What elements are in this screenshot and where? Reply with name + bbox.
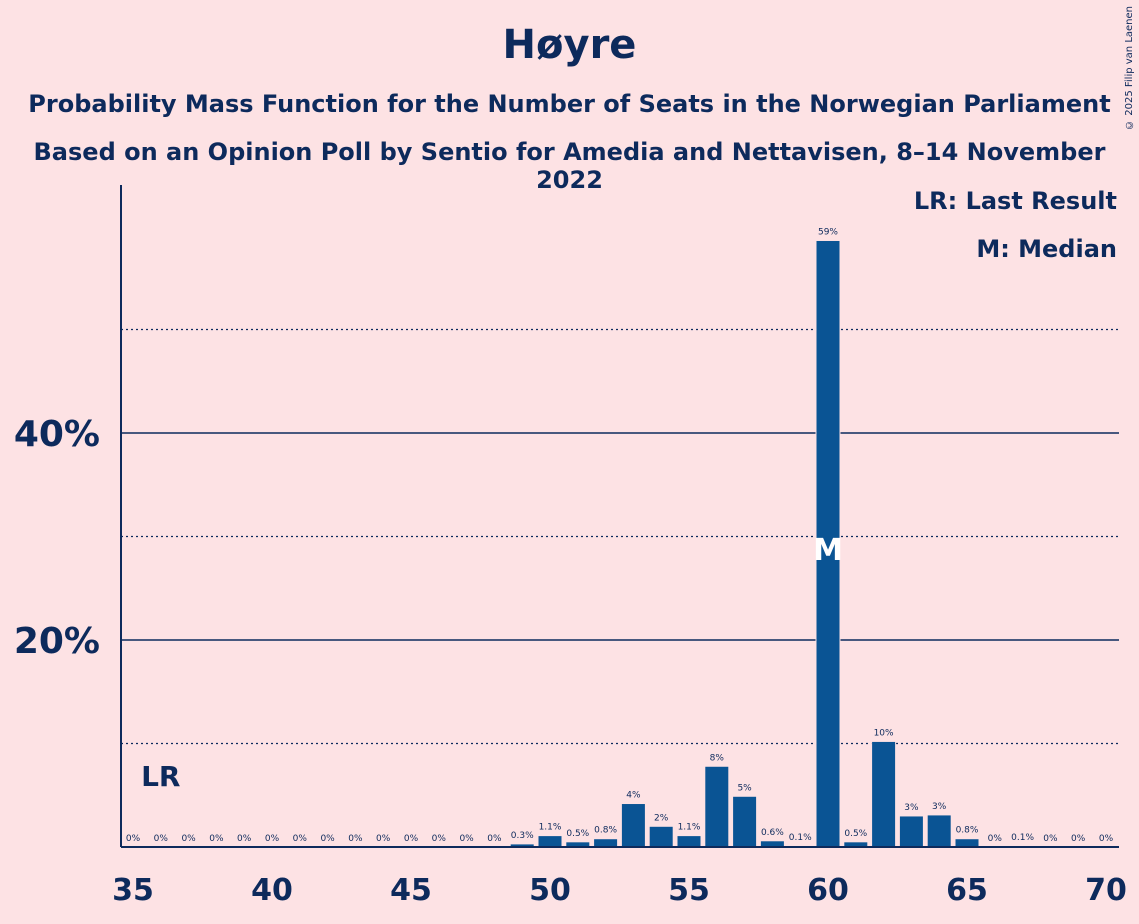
bar-value-label: 59% — [818, 227, 838, 237]
bar-value-label: 0% — [988, 834, 1003, 844]
bar-seat-64 — [926, 814, 952, 848]
bar-value-label: 3% — [932, 802, 947, 812]
bar-seat-55 — [676, 835, 702, 848]
bar-value-label: 0.3% — [511, 831, 534, 841]
x-tick-label: 45 — [390, 873, 432, 908]
bar-value-label: 0% — [1099, 834, 1114, 844]
legend-median: M: Median — [976, 235, 1117, 263]
chart-subtitle-2: Based on an Opinion Poll by Sentio for A… — [33, 138, 1106, 194]
chart-title: Høyre — [502, 22, 637, 68]
bar-seat-53 — [620, 803, 646, 848]
bar-value-label: 0.1% — [789, 833, 812, 843]
bar-value-label: 5% — [737, 783, 752, 793]
x-tick-label: 40 — [251, 873, 293, 908]
bar-value-label: 0% — [209, 834, 224, 844]
x-tick-label: 35 — [112, 873, 154, 908]
chart-subtitle-1: Probability Mass Function for the Number… — [28, 90, 1111, 118]
bar-value-label: 0.5% — [844, 829, 867, 839]
bar-value-label: 0.6% — [761, 828, 784, 838]
bar-seat-50 — [537, 835, 563, 848]
bar-value-label: 0% — [1071, 834, 1086, 844]
legend-last-result: LR: Last Result — [914, 187, 1117, 215]
x-tick-label: 55 — [668, 873, 710, 908]
bar-value-label: 0.1% — [1011, 833, 1034, 843]
bar-value-label: 3% — [904, 803, 919, 813]
bar-value-label: 0% — [376, 834, 391, 844]
bar-value-label: 1.1% — [678, 823, 701, 833]
bar-value-label: 4% — [626, 791, 641, 801]
y-tick-label: 20% — [14, 621, 100, 662]
bar-value-label: 8% — [710, 753, 725, 763]
bar-value-label: 0.8% — [956, 826, 979, 836]
bar-value-label: 0% — [154, 834, 169, 844]
bar-value-label: 0% — [487, 834, 502, 844]
bar-value-label: 0% — [1043, 834, 1058, 844]
bar-value-label: 0.5% — [566, 829, 589, 839]
bar-value-label: 0.8% — [594, 826, 617, 836]
last-result-marker: LR — [141, 760, 180, 793]
bar-value-label: 0% — [459, 834, 474, 844]
bar-value-label: 0% — [404, 834, 419, 844]
bar-value-label: 1.1% — [539, 823, 562, 833]
x-tick-label: 70 — [1085, 873, 1127, 908]
bar-seat-57 — [732, 795, 758, 848]
bar-seat-63 — [898, 815, 924, 848]
bar-value-label: 0% — [348, 834, 363, 844]
bar-seat-54 — [648, 825, 674, 848]
x-tick-label: 60 — [807, 873, 849, 908]
bar-value-label: 0% — [293, 834, 308, 844]
y-tick-label: 40% — [14, 414, 100, 455]
x-tick-label: 65 — [946, 873, 988, 908]
bar-value-label: 0% — [181, 834, 196, 844]
bar-value-label: 0% — [432, 834, 447, 844]
bar-value-label: 0% — [265, 834, 280, 844]
bar-value-label: 10% — [874, 728, 894, 738]
bar-seat-62 — [871, 740, 897, 848]
bar-value-label: 2% — [654, 813, 669, 823]
bar-seat-60 — [815, 239, 841, 848]
x-tick-label: 50 — [529, 873, 571, 908]
bar-seat-52 — [593, 838, 619, 848]
bar-seat-65 — [954, 838, 980, 848]
bar-value-label: 0% — [237, 834, 252, 844]
bar-value-label: 0% — [320, 834, 335, 844]
bar-value-label: 0% — [126, 834, 141, 844]
bar-seat-56 — [704, 765, 730, 848]
median-marker: M — [813, 533, 843, 568]
